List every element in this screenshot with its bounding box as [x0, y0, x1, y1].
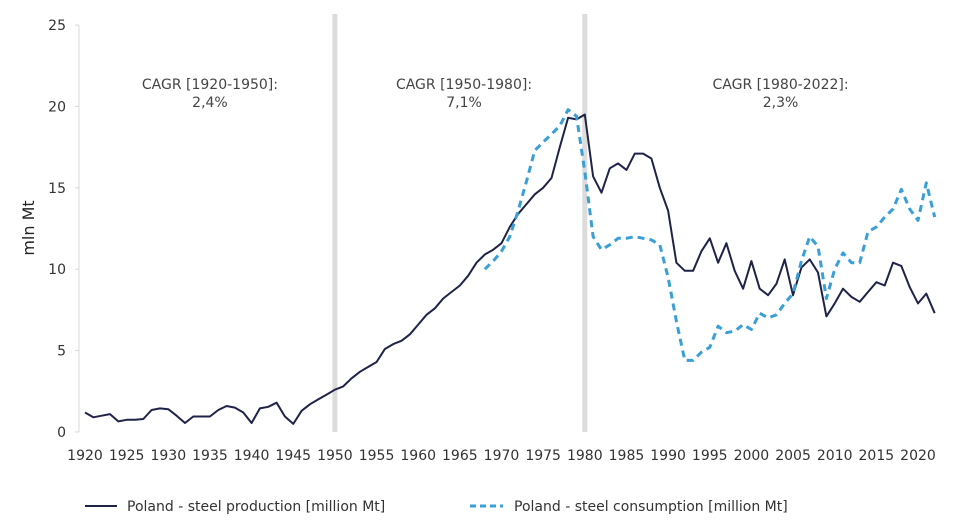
- x-tick-label: 1935: [192, 448, 228, 464]
- cagr-label: CAGR [1980-2022]:: [713, 77, 849, 93]
- production-line: [84, 113, 936, 425]
- cagr-value: 7,1%: [446, 95, 482, 111]
- cagr-value: 2,4%: [192, 95, 228, 111]
- x-tick-label: 1940: [234, 448, 270, 464]
- x-tick-label: 1970: [484, 448, 520, 464]
- x-tick-label: 2000: [734, 448, 770, 464]
- x-tick-label: 1995: [692, 448, 728, 464]
- x-tick-label: 1990: [650, 448, 686, 464]
- x-tick-label: 2020: [900, 448, 936, 464]
- y-tick-label: 10: [48, 262, 66, 278]
- y-tick-label: 25: [48, 18, 66, 34]
- x-tick-label: 1985: [609, 448, 645, 464]
- legend: Poland - steel production [million Mt] P…: [85, 499, 788, 515]
- cagr-annotation: CAGR [1950-1980]: 7,1%: [396, 77, 532, 111]
- x-tick-label: 1960: [400, 448, 436, 464]
- x-tick-label: 1965: [442, 448, 478, 464]
- y-tick-label: 20: [48, 99, 66, 115]
- legend-label-consumption: Poland - steel consumption [million Mt]: [514, 499, 788, 515]
- x-tick-label: 1925: [109, 448, 145, 464]
- x-tick-label: 2010: [817, 448, 853, 464]
- x-tick-label: 1945: [275, 448, 311, 464]
- x-tick-label: 1920: [67, 448, 103, 464]
- y-tick-label: 0: [57, 425, 66, 441]
- cagr-label: CAGR [1950-1980]:: [396, 77, 532, 93]
- x-tick-label: 2005: [775, 448, 811, 464]
- x-tick-label: 2015: [859, 448, 895, 464]
- x-tick-label: 1950: [317, 448, 353, 464]
- y-axis-label: mln Mt: [19, 200, 38, 255]
- y-tick-label: 5: [57, 344, 66, 360]
- y-tick-label: 15: [48, 181, 66, 197]
- cagr-annotation: CAGR [1920-1950]: 2,4%: [142, 77, 278, 111]
- x-tick-label: 1930: [150, 448, 186, 464]
- x-tick-label: 1980: [567, 448, 603, 464]
- x-tick-label: 1975: [525, 448, 561, 464]
- consumption-line: [483, 108, 937, 362]
- cagr-value: 2,3%: [763, 95, 799, 111]
- legend-label-production: Poland - steel production [million Mt]: [127, 499, 385, 515]
- cagr-annotation: CAGR [1980-2022]: 2,3%: [713, 77, 849, 111]
- x-tick-label: 1955: [359, 448, 395, 464]
- cagr-label: CAGR [1920-1950]:: [142, 77, 278, 93]
